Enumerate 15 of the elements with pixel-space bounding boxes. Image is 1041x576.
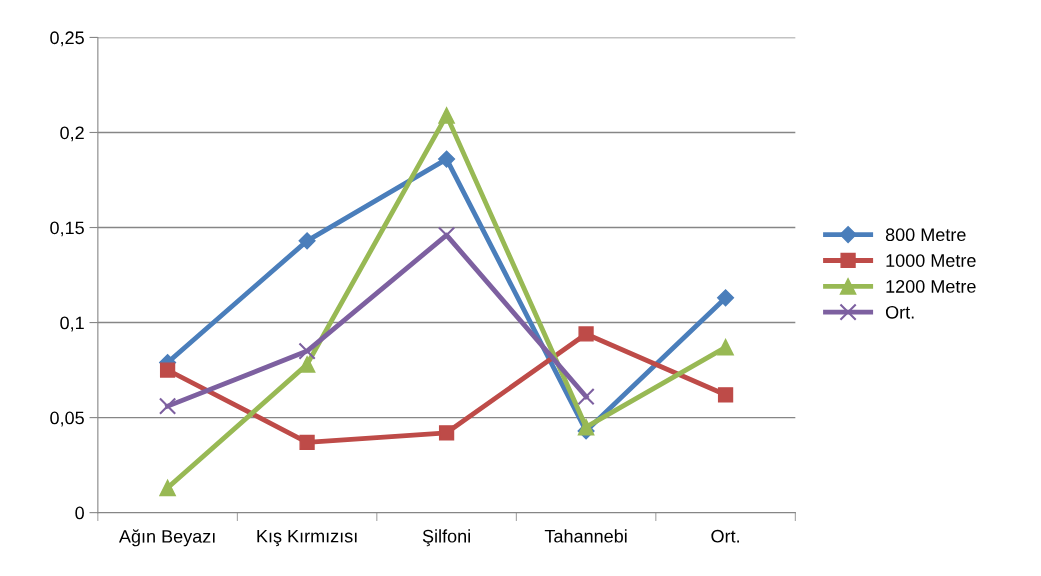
y-tick-label: 0,1 xyxy=(60,316,84,332)
y-tick-label: 0,25 xyxy=(50,31,84,47)
x-tick-label: Kış Kırmızısı xyxy=(257,529,357,547)
legend-label: 800 Metre xyxy=(885,228,966,242)
x-tick-label: Ort. xyxy=(711,529,739,543)
legend-label: 1000 Metre xyxy=(886,254,976,267)
y-tick-label: 0,15 xyxy=(50,221,84,237)
y-tick-label: 0 xyxy=(75,506,84,520)
x-tick-label: Şilfoni xyxy=(422,529,470,547)
y-tick-label: 0,2 xyxy=(60,126,84,142)
x-tick-label: Ağın Beyazı xyxy=(118,529,215,547)
legend-label: 1200 Metre xyxy=(886,280,976,293)
x-tick-label: Tahannebi xyxy=(544,529,627,543)
legend-label: Ort. xyxy=(885,305,914,319)
y-tick-label: 0,05 xyxy=(50,411,84,427)
